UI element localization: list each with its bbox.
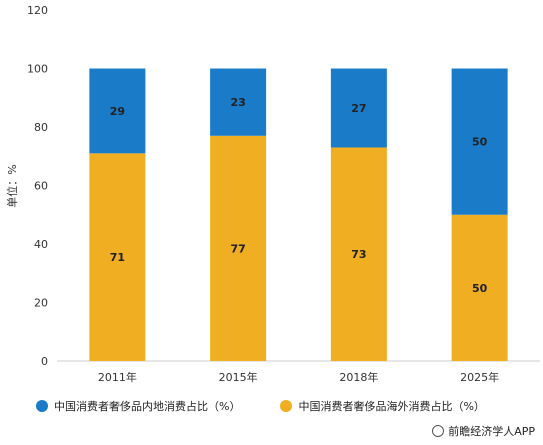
legend: 中国消费者奢侈品内地消费占比（%） 中国消费者奢侈品海外消费占比（%）	[36, 398, 485, 414]
bar-value-label: 29	[110, 105, 125, 118]
bar-segment[interactable]	[210, 68, 267, 136]
y-tick-label: 60	[34, 180, 48, 193]
bar-segment[interactable]	[210, 135, 267, 361]
x-tick-label: 2015年	[219, 370, 258, 384]
bar-value-label: 27	[351, 102, 366, 115]
y-tick-label: 120	[27, 4, 48, 17]
y-axis-label: 单位：%	[5, 164, 19, 207]
legend-item-domestic[interactable]: 中国消费者奢侈品内地消费占比（%）	[36, 398, 240, 414]
legend-label-overseas: 中国消费者奢侈品海外消费占比（%）	[298, 400, 485, 413]
legend-swatch-domestic	[36, 400, 48, 412]
bar-segment[interactable]	[89, 153, 146, 361]
y-tick-label: 40	[34, 238, 48, 251]
bar-value-label: 77	[230, 242, 245, 255]
source-text: 前瞻经济学人APP	[448, 425, 535, 438]
y-tick-label: 0	[41, 355, 48, 368]
bar-segment[interactable]	[89, 68, 146, 154]
y-axis-ticks: 0 20 40 60 80 100 120	[27, 4, 48, 368]
bar-segment[interactable]	[330, 147, 387, 361]
bar-value-label: 50	[472, 136, 488, 149]
bar-segment[interactable]	[451, 214, 508, 361]
bar-value-label: 73	[351, 248, 366, 261]
qianzhan-logo-icon	[432, 425, 445, 437]
legend-label-domestic: 中国消费者奢侈品内地消费占比（%）	[54, 400, 241, 413]
legend-item-overseas[interactable]: 中国消费者奢侈品海外消费占比（%）	[280, 398, 485, 414]
x-tick-label: 2011年	[98, 370, 137, 384]
bar-segment[interactable]	[330, 68, 387, 148]
x-tick-label: 2018年	[339, 370, 378, 384]
legend-swatch-overseas	[280, 400, 293, 412]
bar-segment[interactable]	[451, 68, 508, 215]
x-axis-ticks: 2011年 2015年 2018年 2025年	[98, 370, 499, 384]
source-credit: 前瞻经济学人APP	[432, 423, 535, 439]
bar-value-label: 50	[472, 282, 488, 295]
y-tick-label: 80	[34, 121, 48, 134]
y-tick-label: 100	[27, 63, 48, 76]
y-tick-label: 20	[34, 297, 48, 310]
bars: 71 29 77 23 73 27 50 50	[89, 68, 508, 361]
bar-value-label: 71	[110, 251, 125, 264]
bar-value-label: 23	[230, 96, 245, 109]
x-tick-label: 2025年	[460, 370, 499, 384]
